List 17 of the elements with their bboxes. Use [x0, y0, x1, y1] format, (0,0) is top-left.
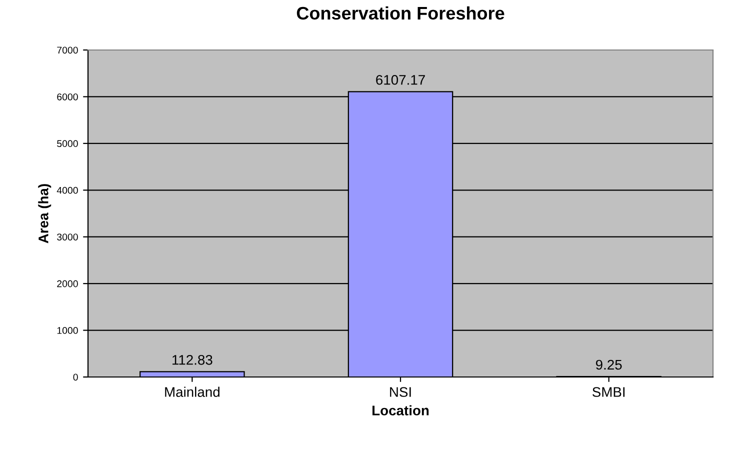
x-tick-label: Mainland: [165, 386, 220, 397]
x-tick-label: NSI: [390, 387, 411, 397]
y-tick-label: 3000: [57, 234, 78, 240]
data-label: 9.25: [596, 360, 622, 370]
chart-title: Conservation Foreshore: [296, 6, 504, 20]
y-tick-label: 6000: [57, 93, 78, 100]
y-tick-label: 5000: [57, 140, 78, 148]
y-tick-label: 7000: [57, 46, 78, 54]
y-axis-title: Area (ha): [38, 184, 52, 244]
data-label: 6107.17: [376, 74, 425, 85]
y-tick-label: 2000: [57, 280, 78, 288]
x-axis-title: Location: [372, 405, 429, 416]
y-tick-label: 1000: [57, 327, 78, 334]
x-tick-label: SMBI: [592, 387, 625, 397]
y-tick-label: 4000: [56, 186, 78, 194]
y-tick-label: 0: [73, 374, 78, 381]
data-label: 112.83: [172, 354, 212, 365]
